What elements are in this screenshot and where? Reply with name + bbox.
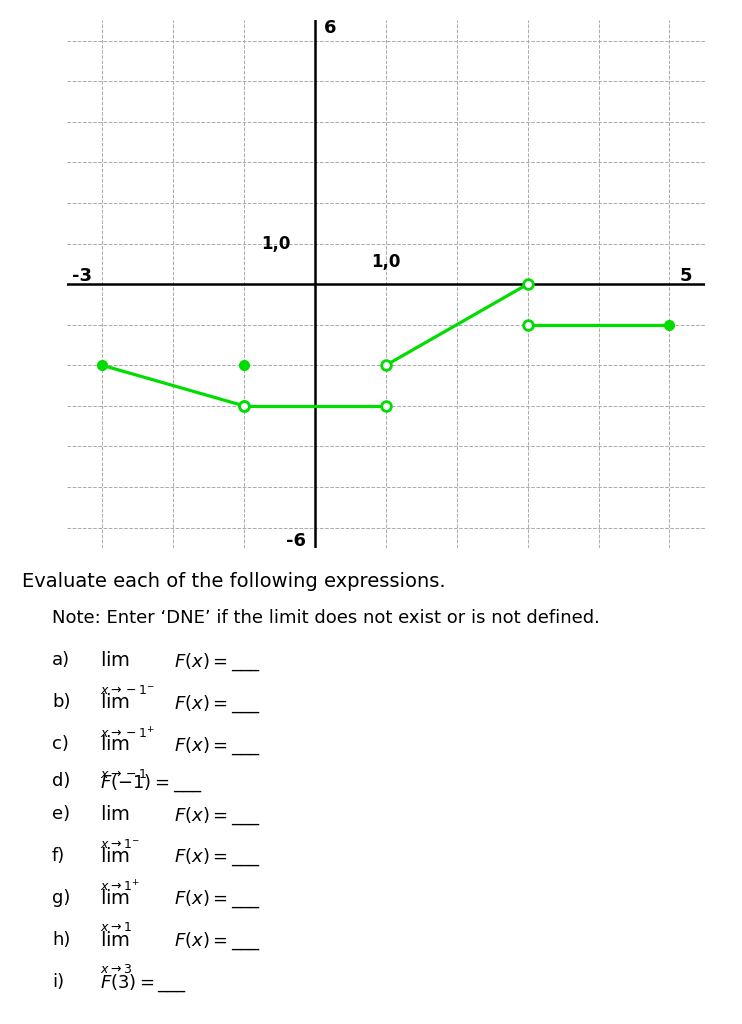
Text: e): e) [52, 805, 70, 823]
Text: -6: -6 [286, 531, 306, 550]
Text: $x\rightarrow 1$: $x\rightarrow 1$ [100, 922, 132, 935]
Text: -3: -3 [71, 267, 91, 285]
Text: $\lim$: $\lim$ [100, 889, 131, 908]
Text: d): d) [52, 772, 70, 791]
Text: $\lim$: $\lim$ [100, 693, 131, 713]
Text: Evaluate each of the following expressions.: Evaluate each of the following expressio… [22, 572, 446, 591]
Text: $F(x) = $___: $F(x) = $___ [174, 651, 260, 673]
Text: 1,0: 1,0 [371, 253, 401, 271]
Text: $F(x) = $___: $F(x) = $___ [174, 693, 260, 715]
Text: $F(x) = $___: $F(x) = $___ [174, 931, 260, 952]
Text: f): f) [52, 847, 65, 865]
Text: $F(x) = $___: $F(x) = $___ [174, 889, 260, 910]
Text: $\lim$: $\lim$ [100, 847, 131, 866]
Text: Note: Enter ‘DNE’ if the limit does not exist or is not defined.: Note: Enter ‘DNE’ if the limit does not … [52, 609, 600, 628]
Text: $\lim$: $\lim$ [100, 931, 131, 950]
Text: $F(x) = $___: $F(x) = $___ [174, 847, 260, 868]
Text: a): a) [52, 651, 70, 670]
Text: h): h) [52, 931, 70, 949]
Text: $\lim$: $\lim$ [100, 805, 131, 824]
Text: $F(3) = $___: $F(3) = $___ [100, 973, 188, 994]
Text: $\lim$: $\lim$ [100, 735, 131, 754]
Text: 6: 6 [324, 18, 336, 37]
Text: 1,0: 1,0 [260, 234, 290, 253]
Text: c): c) [52, 735, 69, 753]
Text: 5: 5 [680, 267, 692, 285]
Text: $\lim$: $\lim$ [100, 651, 131, 671]
Text: b): b) [52, 693, 70, 712]
Text: $x\rightarrow -1^{+}$: $x\rightarrow -1^{+}$ [100, 726, 155, 741]
Text: $x\rightarrow 1^{+}$: $x\rightarrow 1^{+}$ [100, 880, 139, 895]
Text: $x\rightarrow -1^{-}$: $x\rightarrow -1^{-}$ [100, 684, 155, 697]
Text: $x\rightarrow 3$: $x\rightarrow 3$ [100, 964, 132, 977]
Text: $x\rightarrow -1$: $x\rightarrow -1$ [100, 768, 148, 780]
Text: $F(-1) = $___: $F(-1) = $___ [100, 772, 203, 794]
Text: g): g) [52, 889, 70, 907]
Text: i): i) [52, 973, 64, 991]
Text: $x\rightarrow 1^{-}$: $x\rightarrow 1^{-}$ [100, 838, 139, 851]
Text: $F(x) = $___: $F(x) = $___ [174, 805, 260, 826]
Text: $F(x) = $___: $F(x) = $___ [174, 735, 260, 757]
